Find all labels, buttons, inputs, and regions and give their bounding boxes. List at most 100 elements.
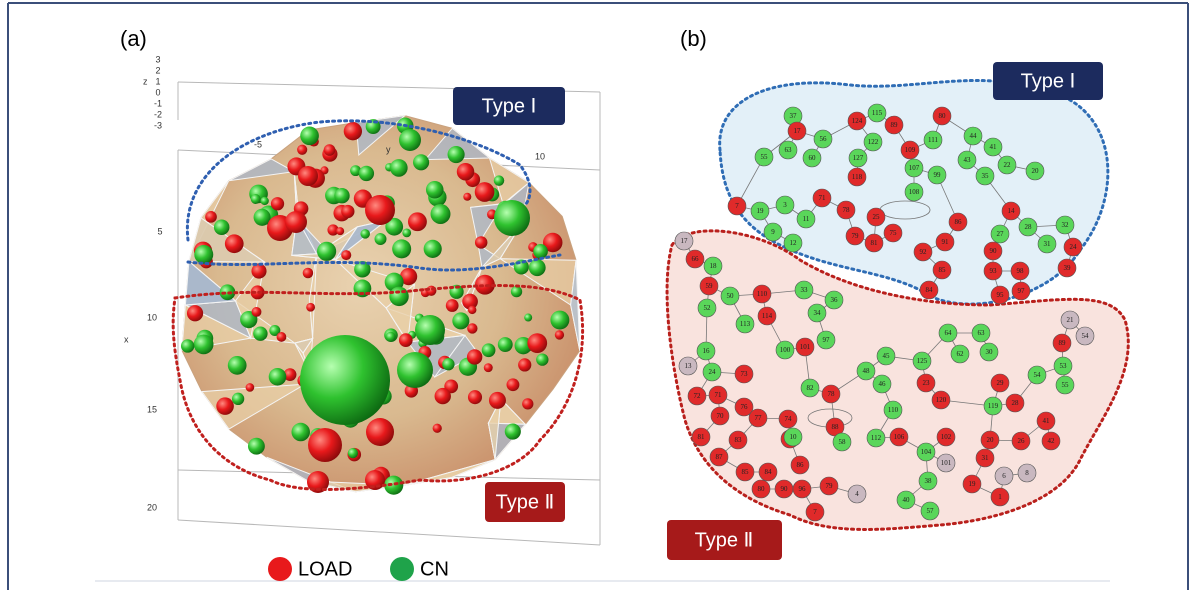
node-label: 99 <box>934 171 942 179</box>
node-label: 104 <box>921 448 932 456</box>
node-label: 83 <box>735 436 743 444</box>
x-tick-label: 15 <box>147 404 157 414</box>
ball <box>298 166 318 186</box>
node-label: 17 <box>794 127 802 135</box>
node-label: 11 <box>803 215 810 223</box>
node-label: 77 <box>755 414 763 422</box>
ball <box>341 205 354 218</box>
ball <box>225 234 244 253</box>
ball <box>300 335 390 425</box>
type-label: Type Ⅱ <box>695 529 754 551</box>
node-label: 34 <box>814 309 822 317</box>
node-label: 125 <box>917 357 928 365</box>
node-label: 33 <box>801 286 809 294</box>
node-label: 78 <box>843 206 851 214</box>
node-label: 108 <box>909 188 920 196</box>
legend-label: LOAD <box>298 558 352 580</box>
node-label: 92 <box>920 248 928 256</box>
node-label: 38 <box>925 477 933 485</box>
type-label: Type Ⅱ <box>496 491 555 513</box>
ball <box>514 259 529 274</box>
node-label: 22 <box>1004 161 1012 169</box>
ball <box>269 368 287 386</box>
node-label: 27 <box>997 230 1005 238</box>
node-label: 17 <box>681 237 689 245</box>
node-label: 29 <box>997 379 1005 387</box>
legend-label: CN <box>420 558 449 580</box>
node-label: 28 <box>1025 223 1033 231</box>
node-label: 8 <box>1025 469 1029 477</box>
node-label: 102 <box>941 433 952 441</box>
node-label: 110 <box>888 406 899 414</box>
node-label: 35 <box>982 172 990 180</box>
node-label: 85 <box>939 266 947 274</box>
node-label: 7 <box>813 508 817 516</box>
node-label: 56 <box>820 135 828 143</box>
ball <box>306 303 315 312</box>
ball <box>467 323 477 333</box>
node-label: 50 <box>727 292 735 300</box>
ball <box>214 219 230 235</box>
node-label: 42 <box>1048 437 1056 445</box>
node-label: 97 <box>1018 287 1026 295</box>
ball <box>194 334 214 354</box>
panel-label: (b) <box>680 26 707 51</box>
ball <box>303 268 314 279</box>
figure: (a) (b) 3210-1-2-3z5101520x-510y Type Ⅰ … <box>0 0 1196 590</box>
node-label: 122 <box>868 138 879 146</box>
ball <box>468 390 482 404</box>
z-tick-label: -2 <box>154 109 162 119</box>
node-label: 3 <box>783 201 787 209</box>
ball <box>228 356 247 375</box>
ball <box>536 353 548 365</box>
ball <box>344 122 362 140</box>
ball <box>324 144 336 156</box>
node-label: 88 <box>832 423 840 431</box>
ball <box>205 211 217 223</box>
node-label: 55 <box>1062 381 1070 389</box>
node-label: 89 <box>891 121 899 129</box>
z-tick-label: 1 <box>155 76 160 86</box>
ball <box>467 349 482 364</box>
node-label: 98 <box>1017 267 1025 275</box>
ball <box>384 476 403 495</box>
node-label: 41 <box>990 143 998 151</box>
node-label: 87 <box>716 453 724 461</box>
node-label: 1 <box>998 493 1002 501</box>
node-label: 6 <box>1002 472 1006 480</box>
ball <box>475 182 495 202</box>
node-label: 20 <box>1032 167 1040 175</box>
ball <box>308 428 342 462</box>
node-label: 79 <box>826 482 834 490</box>
ball <box>389 287 408 306</box>
z-tick-label: 0 <box>155 87 160 97</box>
node-label: 7 <box>735 202 739 210</box>
ball <box>524 314 532 322</box>
node-label: 112 <box>871 434 882 442</box>
node-label: 73 <box>741 370 749 378</box>
node-label: 75 <box>890 229 898 237</box>
node-label: 9 <box>771 228 775 236</box>
node-label: 106 <box>894 433 905 441</box>
node-label: 66 <box>692 255 700 263</box>
axis-label: y <box>386 144 391 154</box>
node-label: 24 <box>709 368 717 376</box>
ball <box>252 307 262 317</box>
node-label: 10 <box>790 433 798 441</box>
node-label: 119 <box>988 402 999 410</box>
ball <box>334 188 349 203</box>
ball <box>463 193 471 201</box>
node-label: 41 <box>1043 417 1051 425</box>
panel-label: (a) <box>120 26 147 51</box>
ball <box>468 306 476 314</box>
ball <box>194 245 213 264</box>
z-tick-label: 3 <box>155 54 160 64</box>
node-label: 25 <box>873 213 881 221</box>
ball <box>399 129 421 151</box>
ball <box>386 332 396 342</box>
node-label: 84 <box>926 286 934 294</box>
x-tick-label: 10 <box>147 312 157 322</box>
legend-marker <box>390 557 414 581</box>
node-label: 21 <box>1067 316 1075 324</box>
node-label: 85 <box>742 468 750 476</box>
